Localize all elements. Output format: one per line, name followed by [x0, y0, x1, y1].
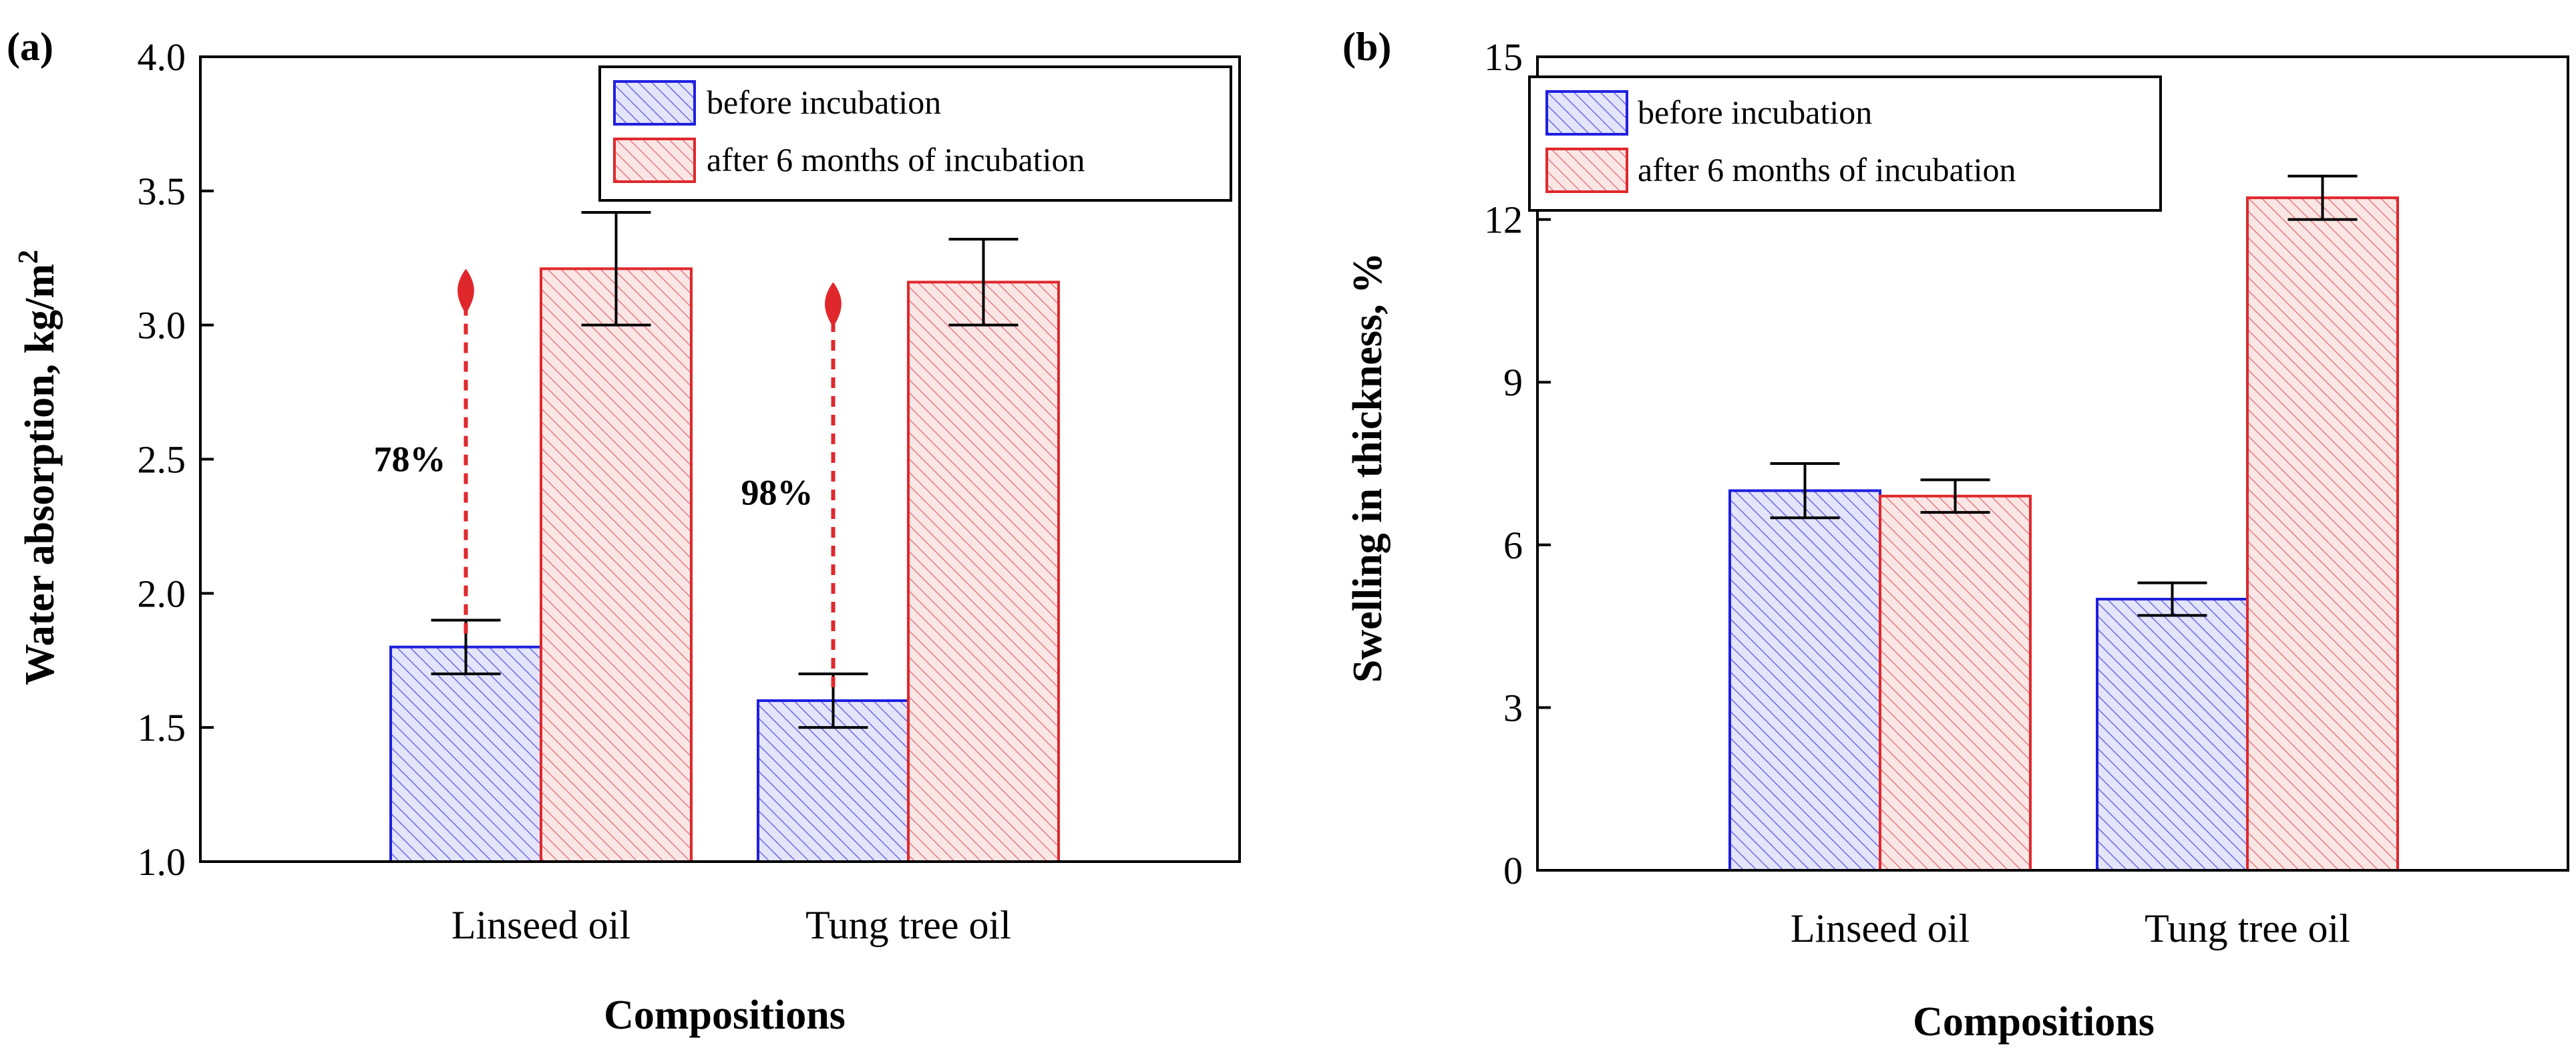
- panel-label-b: (b): [1342, 25, 1391, 69]
- y-tick-label: 2.0: [138, 572, 186, 615]
- y-tick-label: 6: [1503, 524, 1523, 567]
- x-category-label: Linseed oil: [451, 903, 630, 947]
- legend-label-after-b: after 6 months of incubation: [1638, 151, 2016, 188]
- y-axis-title-b: Swelling in thickness, %: [1345, 252, 1391, 683]
- legend-box-b: [1528, 75, 2162, 212]
- error-bar: [581, 210, 651, 327]
- x-axis-title-a: Compositions: [604, 993, 846, 1038]
- legend-b: before incubation after 6 months of incu…: [1528, 75, 2162, 212]
- x-category-label: Tung tree oil: [805, 903, 1011, 947]
- y-tick-label: 15: [1484, 35, 1523, 79]
- increase-percent-label: 78%: [374, 439, 446, 479]
- bars-b: [1728, 174, 2399, 872]
- x-axis-categories-b: Linseed oil Tung tree oil: [1791, 906, 2350, 950]
- y-axis-title-a-text: Water absorption, kg/m: [17, 264, 63, 685]
- x-category-label: Tung tree oil: [2145, 906, 2350, 950]
- plot-frame-b: [1536, 55, 2569, 872]
- x-axis-title-b: Compositions: [1913, 999, 2155, 1045]
- bars-a: [389, 210, 1060, 864]
- y-axis-title-a-sup: 2: [13, 250, 44, 264]
- x-category-label: Linseed oil: [1791, 906, 1970, 950]
- bar-after-tung: [2246, 196, 2399, 872]
- y-tick-label: 1.0: [138, 840, 186, 884]
- legend-label-before-b: before incubation: [1638, 94, 1872, 131]
- legend-label-after-a: after 6 months of incubation: [707, 141, 1085, 178]
- bar-before-linseed: [389, 645, 542, 864]
- y-tick-label: 2.5: [138, 438, 186, 482]
- y-tick-label: 0: [1503, 849, 1523, 892]
- bar-after-linseed: [1879, 494, 2032, 872]
- chart-water-absorption: (a) 1.0 1.5 2.0 2.5 3.0 3.5 4.0 78% 98% Linseed…: [7, 25, 1241, 1038]
- y-tick-label: 3.5: [138, 170, 186, 213]
- error-bar: [1770, 462, 1840, 520]
- error-bar: [2137, 581, 2207, 617]
- y-tick-label: 12: [1484, 198, 1523, 242]
- arrow-tip: [457, 269, 474, 315]
- legend-swatch-before-b: [1545, 90, 1628, 136]
- panel-label-a: (a): [7, 25, 53, 69]
- legend-a: before incubation after 6 months of incu…: [598, 65, 1232, 202]
- error-bar: [948, 238, 1019, 327]
- y-tick-label: 9: [1503, 361, 1523, 404]
- bar-before-linseed: [1728, 489, 1881, 872]
- y-tick-label: 3: [1503, 686, 1523, 729]
- y-axis-ticks-a: 1.0 1.5 2.0 2.5 3.0 3.5 4.0: [138, 35, 214, 884]
- legend-swatch-after-b: [1545, 148, 1628, 193]
- chart-swelling-thickness: (b) 0 3 6 9 12 15 Linseed oil Tung tree oil Co…: [1342, 25, 2569, 1045]
- error-bar: [1920, 478, 1990, 514]
- bar-before-tung: [2096, 598, 2249, 872]
- annotations-a: 78% 98%: [374, 269, 842, 687]
- arrow-tip: [825, 282, 842, 328]
- bar-after-linseed: [540, 267, 693, 864]
- increase-percent-label: 98%: [741, 473, 813, 513]
- y-axis-title-a: Water absorption, kg/m2: [13, 250, 63, 685]
- bar-after-tung: [907, 281, 1060, 863]
- x-axis-categories-a: Linseed oil Tung tree oil: [451, 903, 1011, 947]
- error-bar: [2287, 174, 2358, 221]
- y-tick-label: 1.5: [138, 706, 186, 749]
- legend-swatch-before-a: [613, 80, 696, 126]
- legend-box-a: [598, 65, 1232, 202]
- y-tick-label: 3.0: [138, 304, 186, 347]
- legend-swatch-after-a: [613, 138, 696, 183]
- y-tick-label: 4.0: [138, 35, 186, 79]
- legend-label-before-a: before incubation: [707, 83, 941, 121]
- plot-frame-a: [199, 55, 1241, 863]
